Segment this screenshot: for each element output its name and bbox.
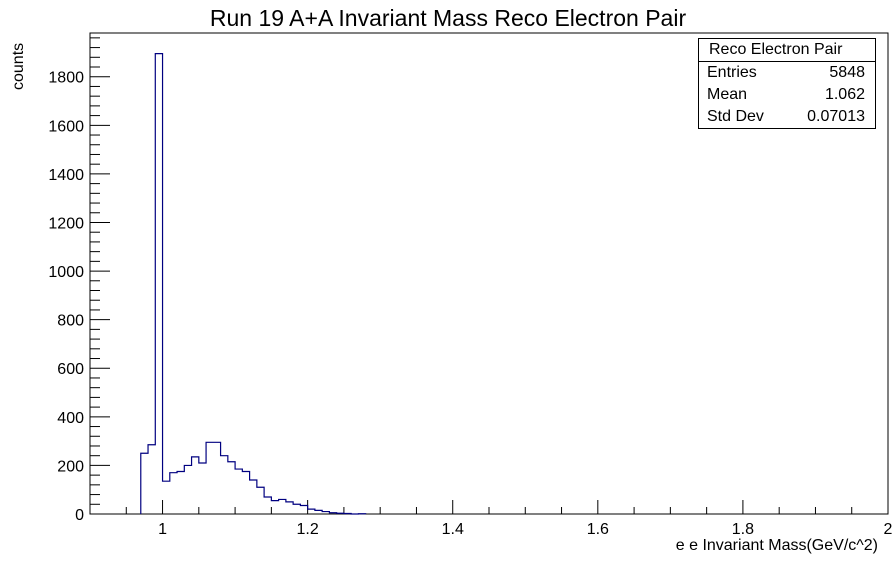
histogram-bin <box>206 442 213 514</box>
stats-box: Reco Electron Pair Entries 5848 Mean 1.0… <box>698 38 876 129</box>
histogram-bin <box>286 502 293 514</box>
stats-mean-label: Mean <box>707 86 748 103</box>
stats-entries-value: 5848 <box>829 64 865 81</box>
histogram-bin <box>221 456 228 514</box>
histogram-bin <box>250 480 257 514</box>
histogram-bin <box>300 505 307 514</box>
histogram-bin <box>329 513 336 514</box>
y-tick-label: 800 <box>57 313 84 330</box>
y-tick-label: 1800 <box>48 70 84 87</box>
histogram-bin <box>155 54 162 514</box>
y-tick-label: 0 <box>75 507 84 524</box>
stats-title: Reco Electron Pair <box>699 39 875 62</box>
y-tick-label: 200 <box>57 458 84 475</box>
y-tick-label: 1000 <box>48 264 84 281</box>
histogram-bin <box>279 499 286 514</box>
stats-stddev-value: 0.07013 <box>807 108 865 125</box>
y-tick-label: 1600 <box>48 118 84 135</box>
x-tick-label: 1.4 <box>442 521 464 538</box>
histogram-bin <box>141 453 148 514</box>
histogram-bin <box>148 445 155 514</box>
chart-title: Run 19 A+A Invariant Mass Reco Electron … <box>209 5 687 31</box>
histogram-bin <box>170 473 177 514</box>
x-tick-label: 1.6 <box>587 521 609 538</box>
stats-row-stddev: Std Dev 0.07013 <box>699 106 875 128</box>
histogram-bin <box>184 465 191 514</box>
x-tick-label: 1 <box>158 521 167 538</box>
histogram-bin <box>308 509 315 514</box>
histogram-bin <box>242 471 249 514</box>
stats-row-entries: Entries 5848 <box>699 62 875 84</box>
histogram-bin <box>257 487 264 514</box>
histogram-bin <box>199 463 206 514</box>
stats-row-mean: Mean 1.062 <box>699 84 875 106</box>
y-tick-label: 1200 <box>48 215 84 232</box>
x-tick-label: 1.2 <box>297 521 319 538</box>
stats-entries-label: Entries <box>707 64 757 81</box>
histogram-bin <box>264 497 271 514</box>
histogram-bin <box>235 469 242 514</box>
stats-mean-value: 1.062 <box>824 86 865 103</box>
histogram-bin <box>177 471 184 514</box>
histogram-bin <box>322 512 329 514</box>
histogram-bin <box>192 457 199 514</box>
histogram-bin <box>213 442 220 514</box>
histogram-bin <box>271 501 278 514</box>
y-tick-label: 1400 <box>48 167 84 184</box>
histogram-bin <box>315 510 322 514</box>
histogram-bin <box>293 504 300 514</box>
histogram-bin <box>228 462 235 514</box>
y-tick-label: 600 <box>57 361 84 378</box>
x-tick-label: 1.8 <box>732 521 754 538</box>
x-axis-label: e e Invariant Mass(GeV/c^2) <box>675 537 878 554</box>
y-tick-label: 400 <box>57 410 84 427</box>
histogram-outline <box>140 53 367 515</box>
x-tick-label: 2 <box>884 521 893 538</box>
histogram-bin <box>337 513 344 514</box>
stats-stddev-label: Std Dev <box>707 108 764 125</box>
histogram-bin <box>163 481 170 514</box>
